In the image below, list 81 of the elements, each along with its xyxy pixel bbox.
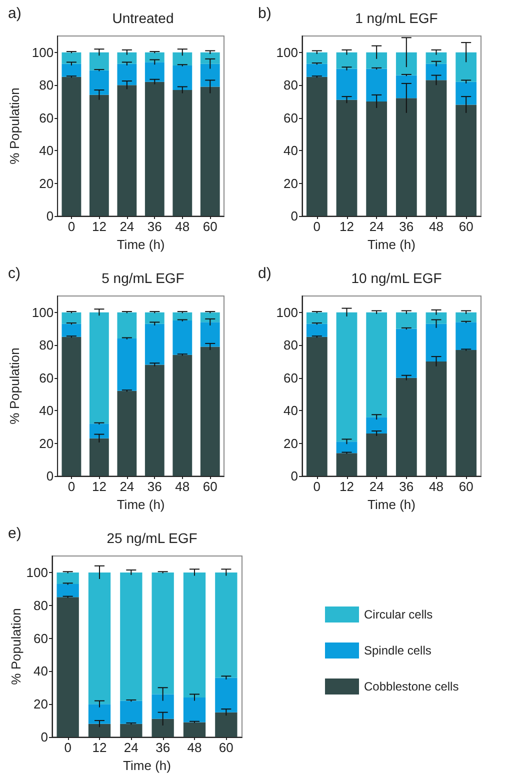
x-tick-label: 12 [92,479,106,494]
chart-title: Untreated [112,10,174,26]
y-tick-label: 100 [26,564,48,580]
y-tick-label: 20 [284,176,298,191]
x-tick-label: 0 [313,219,321,234]
y-tick-label: 80 [34,598,48,613]
text: b) [258,5,272,22]
y-tick-label: 60 [284,110,298,126]
y-tick-label: 0 [46,208,54,224]
x-tick-label: 12 [340,219,354,234]
x-tick-label: 24 [369,479,384,494]
chart-title: 10 ng/mL EGF [351,270,442,286]
text: a) [8,5,22,22]
x-tick-label: 36 [399,479,414,494]
x-tick-label: 0 [68,479,76,494]
x-tick-label: 12 [340,479,354,494]
chart-title: 5 ng/mL EGF [102,270,184,286]
x-tick-label: 48 [187,740,202,755]
x-axis-title: Time (h) [368,237,416,252]
x-tick-label: 48 [175,479,190,494]
legend-label: Spindle cells [364,644,432,658]
x-tick-label: 36 [147,219,162,234]
y-axis-title: % Population [8,608,24,685]
y-tick-label: 100 [276,44,298,60]
text: c) [8,265,20,282]
y-tick-label: 40 [39,143,54,158]
x-tick-label: 0 [68,219,76,234]
y-tick-label: 60 [34,630,48,646]
x-tick-label: 48 [429,219,444,234]
y-tick-label: 40 [284,143,298,158]
y-tick-label: 60 [39,370,54,386]
x-tick-label: 60 [202,479,218,494]
x-tick-label: 36 [156,740,170,755]
y-tick-label: 0 [290,208,298,224]
x-tick-label: 0 [64,740,72,755]
legend-label: Cobblestone cells [364,680,459,694]
y-tick-label: 0 [290,468,298,484]
x-tick-label: 0 [313,479,321,494]
x-tick-label: 24 [120,219,134,234]
y-tick-label: 40 [39,403,54,418]
text: e) [8,525,22,542]
y-axis-title: % Population [7,88,22,164]
y-tick-label: 20 [34,696,48,712]
x-tick-label: 24 [369,219,384,234]
x-tick-label: 60 [458,479,474,494]
y-tick-label: 40 [34,664,48,679]
y-tick-label: 20 [39,176,54,191]
x-tick-label: 60 [202,219,218,234]
y-tick-label: 0 [40,730,48,744]
x-tick-label: 60 [218,740,234,755]
y-tick-label: 20 [39,436,54,451]
y-tick-label: 0 [46,468,54,484]
x-tick-label: 24 [124,740,138,755]
x-tick-label: 12 [92,740,107,755]
y-tick-label: 80 [284,78,298,93]
y-axis-title: % Population [7,348,22,424]
chart-title: 25 ng/mL EGF [106,530,198,546]
x-tick-label: 48 [175,219,190,234]
x-tick-label: 36 [147,479,162,494]
y-tick-label: 20 [284,436,298,451]
x-axis-title: Time (h) [368,497,416,512]
x-tick-label: 12 [92,219,106,234]
y-tick-label: 40 [284,403,298,418]
legend-label: Circular cells [364,608,433,622]
y-tick-label: 100 [32,304,54,320]
y-tick-label: 60 [284,370,298,386]
x-axis-title: Time (h) [116,497,165,512]
y-tick-label: 60 [39,110,54,126]
x-tick-label: 36 [399,219,414,234]
x-axis-title: Time (h) [116,237,165,252]
y-tick-label: 100 [276,304,298,320]
x-axis-title: Time (h) [123,758,171,773]
y-tick-label: 80 [284,338,298,353]
text: d) [258,265,272,282]
y-tick-label: 80 [39,338,54,353]
x-tick-label: 48 [429,479,444,494]
x-tick-label: 60 [458,219,474,234]
y-tick-label: 100 [32,44,54,60]
x-tick-label: 24 [120,479,134,494]
chart-title: 1 ng/mL EGF [355,10,438,26]
y-tick-label: 80 [39,78,54,93]
